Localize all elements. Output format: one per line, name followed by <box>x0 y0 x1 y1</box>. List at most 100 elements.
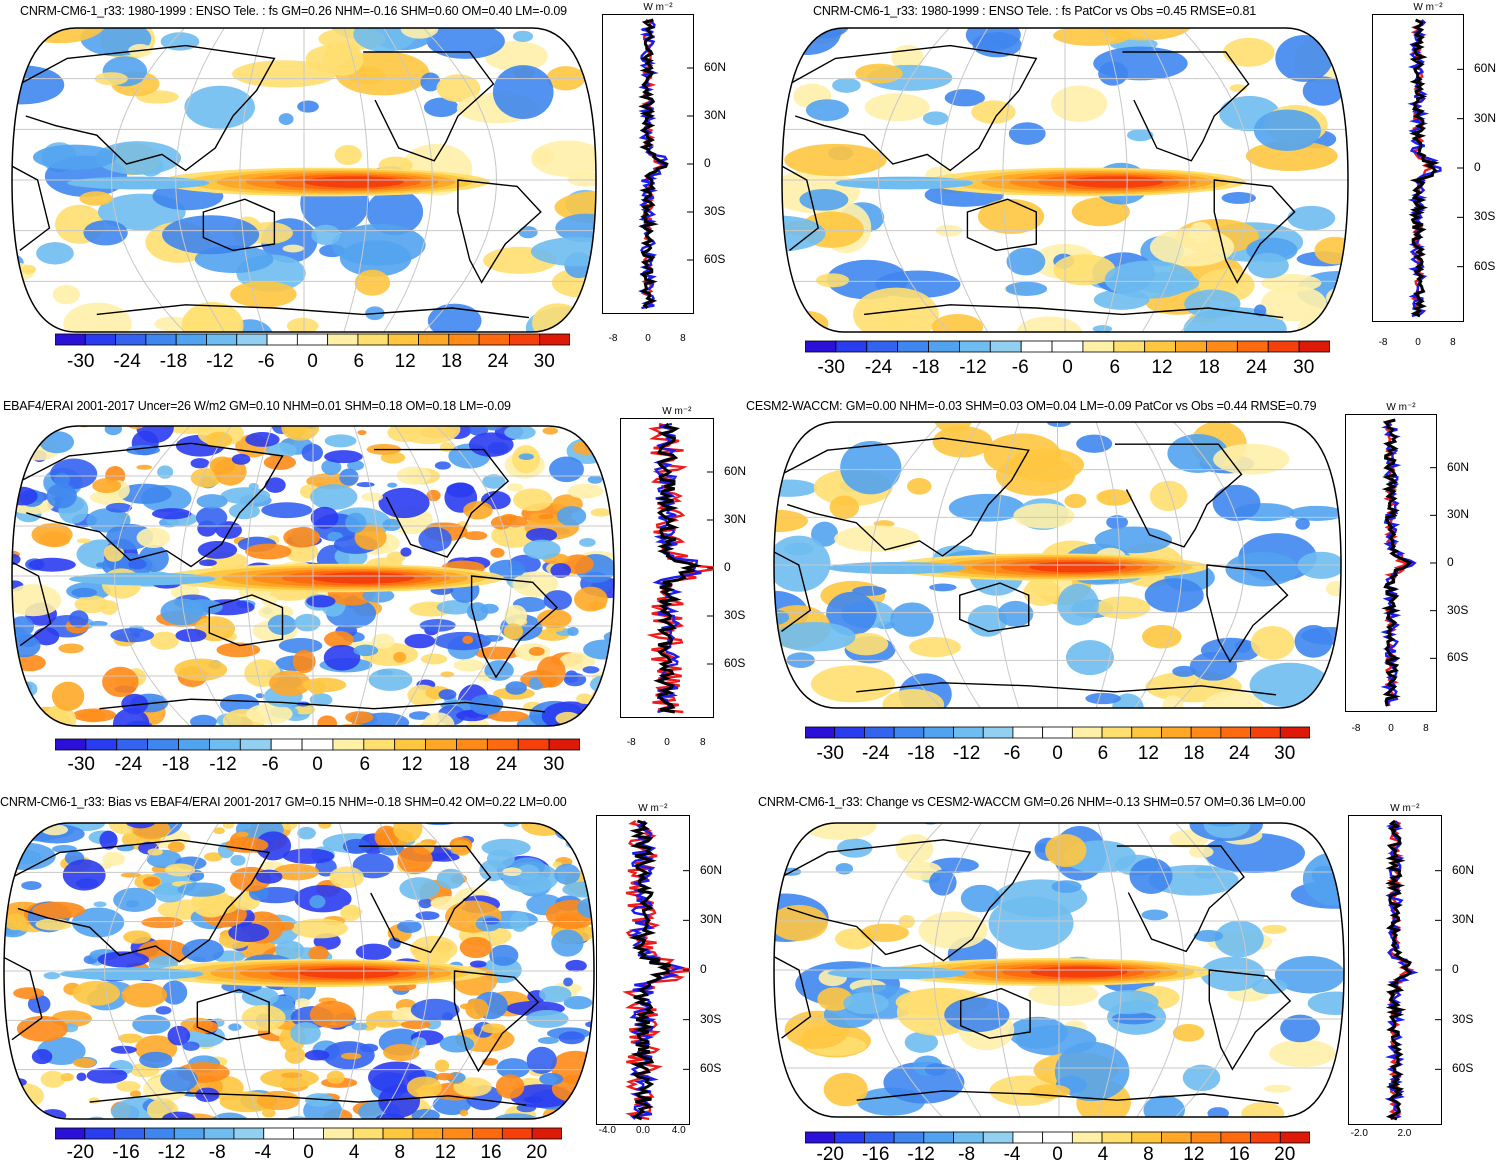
colorbar-swatch <box>327 333 359 346</box>
zonal-x-tick: 0.0 <box>636 1125 650 1136</box>
robinson-map <box>781 27 1349 333</box>
colorbar-swatch <box>1250 726 1281 739</box>
colorbar-tick-label: 12 <box>434 1142 456 1163</box>
colorbar <box>805 1131 1310 1144</box>
colorbar-swatch <box>893 726 925 739</box>
colorbar-tick-label: 12 <box>1151 357 1173 378</box>
colorbar-swatch <box>539 333 570 346</box>
colorbar-swatch <box>357 333 389 346</box>
colorbar-tick-label: -16 <box>112 1142 140 1163</box>
colorbar-tick-label: 16 <box>480 1142 502 1163</box>
colorbar-tick-label: -4 <box>254 1142 272 1163</box>
zonal-x-tick: 0 <box>1388 723 1394 734</box>
zonal-x-tick: -4.0 <box>598 1125 616 1136</box>
colorbar-swatch <box>175 333 207 346</box>
zonal-mean-plot <box>1345 414 1437 712</box>
colorbar-tick-label: 12 <box>1183 1144 1205 1165</box>
panel-title: CNRM-CM6-1_r33: 1980-1999 : ENSO Tele. :… <box>813 4 1257 18</box>
zonal-x-tick: -8 <box>626 737 636 748</box>
lat-label: 30S <box>704 204 726 218</box>
colorbar-swatch <box>147 738 179 751</box>
colorbar-tick-label: -24 <box>113 351 141 372</box>
zonal-x-tick: 8 <box>1450 337 1456 348</box>
lat-label: 0 <box>724 560 731 574</box>
lat-label: 30S <box>700 1011 722 1026</box>
colorbar-swatch <box>928 340 960 353</box>
colorbar-swatch <box>1051 340 1084 353</box>
colorbar-swatch <box>982 726 1014 739</box>
colorbar-tick-label: -24 <box>861 743 890 764</box>
colorbar-swatch <box>805 1131 836 1144</box>
colorbar-swatch <box>266 333 298 346</box>
colorbar-swatch <box>1020 340 1053 353</box>
colorbar-swatch <box>363 738 396 751</box>
colorbar-swatch <box>1101 726 1133 739</box>
lat-label: 30S <box>724 608 746 622</box>
colorbar-tick-label: 16 <box>1228 1144 1250 1165</box>
colorbar-swatch <box>206 333 238 346</box>
zonal-x-tick: -8 <box>1378 337 1388 348</box>
colorbar-tick-label: -12 <box>209 754 237 775</box>
colorbar-swatch <box>301 738 334 751</box>
robinson-map <box>773 421 1342 709</box>
unit-label: W m⁻² <box>1386 402 1416 413</box>
colorbar <box>55 1127 562 1140</box>
colorbar-swatch <box>418 333 450 346</box>
lat-label: 60N <box>700 862 723 877</box>
unit-label: W m⁻² <box>1390 803 1420 814</box>
colorbar-tick-label: -6 <box>1011 357 1029 378</box>
panel-title: CESM2-WACCM: GM=0.00 NHM=-0.03 SHM=0.03 … <box>746 399 1317 413</box>
zonal-x-tick: 2.0 <box>1397 1128 1412 1139</box>
colorbar-tick-label: -12 <box>959 357 987 378</box>
robinson-map <box>3 822 595 1120</box>
colorbar-tick-label: 0 <box>1062 357 1073 378</box>
lat-label: 30N <box>704 108 727 122</box>
colorbar-swatch <box>412 1127 444 1140</box>
panel-title: CNRM-CM6-1_r33: 1980-1999 : ENSO Tele. :… <box>20 4 567 18</box>
colorbar-swatch <box>352 1127 384 1140</box>
colorbar-swatch <box>1131 1131 1162 1144</box>
colorbar-tick-label: -30 <box>817 357 845 378</box>
colorbar-swatch <box>548 738 580 751</box>
colorbar-swatch <box>115 333 147 346</box>
colorbar-tick-label: -8 <box>208 1142 226 1163</box>
colorbar-tick-label: 0 <box>1052 1144 1063 1165</box>
colorbar-labels: -30 -24 -18 -12 -6 0 6 12 18 24 30 <box>805 743 1310 767</box>
zonal-x-tick: 0 <box>645 333 651 344</box>
colorbar-swatch <box>1042 726 1073 739</box>
colorbar-tick-label: 0 <box>303 1142 314 1163</box>
colorbar-tick-label: -24 <box>864 357 893 378</box>
colorbar-tick-label: 0 <box>1052 743 1063 764</box>
colorbar-tick-label: 18 <box>1198 357 1220 378</box>
colorbar-tick-label: 12 <box>394 351 416 372</box>
zonal-x-tick: 8 <box>680 333 686 344</box>
colorbar-swatch <box>84 1127 116 1140</box>
colorbar-swatch <box>1175 340 1207 353</box>
lat-label: 30N <box>1447 507 1470 522</box>
colorbar-swatch <box>1206 340 1238 353</box>
colorbar-tick-label: -18 <box>912 357 940 378</box>
colorbar-swatch <box>923 726 954 739</box>
colorbar-swatch <box>236 333 268 346</box>
colorbar-swatch <box>448 333 480 346</box>
robinson-map <box>773 822 1345 1118</box>
colorbar-tick-label: 20 <box>526 1142 548 1163</box>
colorbar-swatch <box>209 738 241 751</box>
colorbar-swatch <box>1279 726 1310 739</box>
colorbar-tick-label: -6 <box>261 754 279 775</box>
lat-label: 60S <box>724 656 746 670</box>
colorbar-tick-label: -30 <box>816 743 844 764</box>
colorbar-swatch <box>509 333 541 346</box>
lat-label: 60N <box>1474 61 1497 76</box>
colorbar-tick-label: 0 <box>307 351 318 372</box>
colorbar-swatch <box>1012 1131 1044 1144</box>
lat-label: 0 <box>1474 160 1481 174</box>
colorbar-tick-label: 30 <box>1293 357 1315 378</box>
colorbar-swatch <box>323 1127 354 1140</box>
colorbar-tick-label: 30 <box>533 351 555 372</box>
colorbar-swatch <box>293 1127 324 1140</box>
colorbar-swatch <box>332 738 365 751</box>
colorbar-tick-label: -20 <box>816 1144 844 1165</box>
colorbar-labels: -30 -24 -18 -12 -6 0 6 12 18 24 30 <box>55 754 580 778</box>
colorbar-swatch <box>1071 726 1103 739</box>
